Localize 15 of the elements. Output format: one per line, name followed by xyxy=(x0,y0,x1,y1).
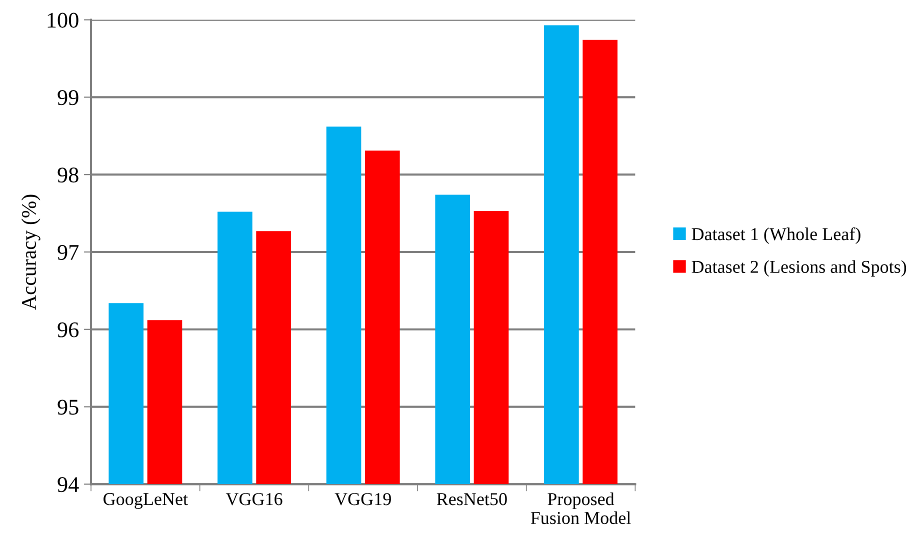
y-tick-label: 100 xyxy=(48,12,78,28)
y-tick-label: 95 xyxy=(58,400,78,415)
y-tick-label: 96 xyxy=(58,322,79,338)
x-tick-label: VGG16 xyxy=(226,493,282,506)
legend-label: Dataset 1 (Whole Leaf) xyxy=(692,227,860,244)
x-tick-label: Proposed Fusion Model xyxy=(530,492,631,524)
x-tick-label: GoogLeNet xyxy=(104,493,188,509)
y-axis-title: Accuracy (%) xyxy=(21,194,40,310)
y-tick-label: 99 xyxy=(58,90,78,106)
y-tick-label: 97 xyxy=(58,244,79,260)
legend-label: Dataset 2 (Lesions and Spots) xyxy=(692,260,906,277)
y-tick-label: 94 xyxy=(58,477,79,492)
x-tick-label: ResNet50 xyxy=(436,493,507,506)
y-tick-label: 98 xyxy=(58,168,78,183)
x-tick-label: VGG19 xyxy=(334,493,391,506)
